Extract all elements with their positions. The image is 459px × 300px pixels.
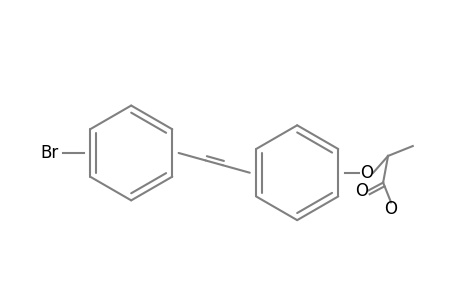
Text: Br: Br — [41, 144, 59, 162]
Text: O: O — [384, 200, 397, 218]
Text: O: O — [359, 164, 372, 182]
Text: O: O — [354, 182, 367, 200]
